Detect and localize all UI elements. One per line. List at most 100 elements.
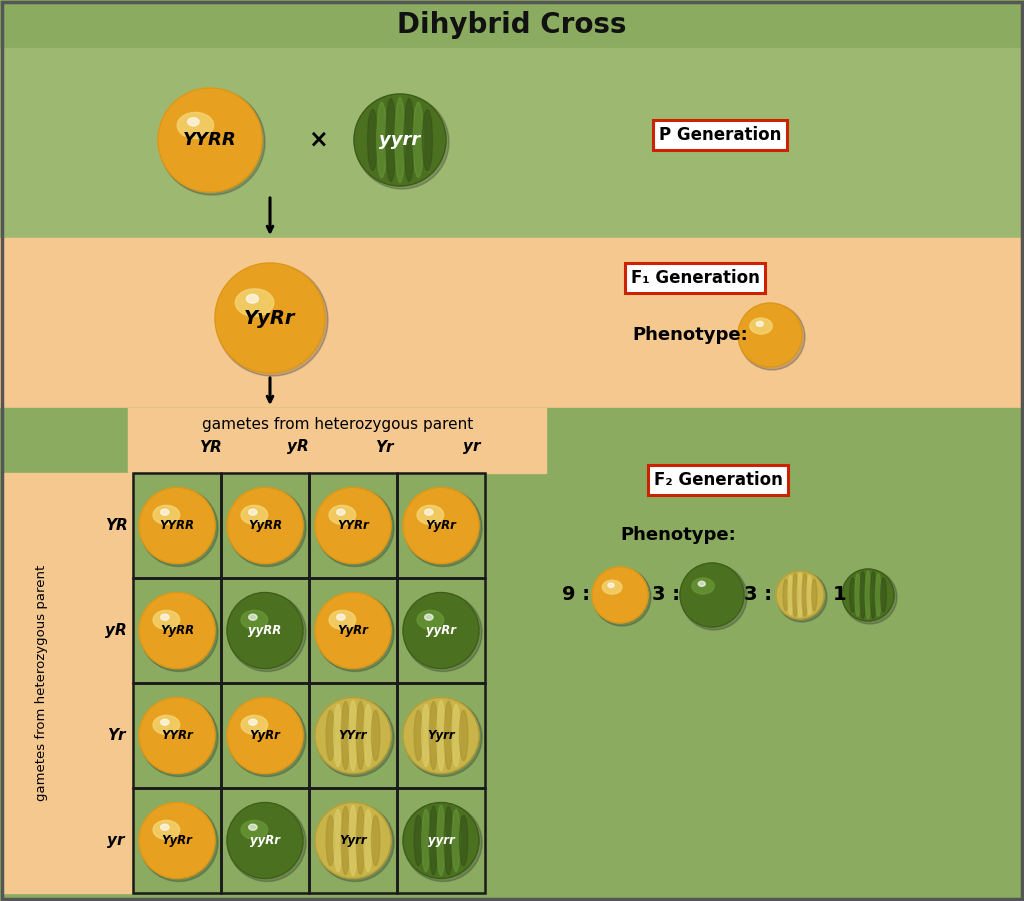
Ellipse shape — [777, 572, 827, 622]
Ellipse shape — [227, 487, 303, 563]
Text: P Generation: P Generation — [658, 126, 781, 144]
Ellipse shape — [329, 505, 355, 524]
Ellipse shape — [444, 806, 453, 875]
Ellipse shape — [228, 488, 306, 567]
Ellipse shape — [316, 594, 394, 671]
Text: Phenotype:: Phenotype: — [632, 326, 748, 344]
Ellipse shape — [429, 701, 437, 769]
Ellipse shape — [738, 303, 802, 367]
Bar — [397, 473, 485, 578]
Bar — [309, 578, 397, 683]
Ellipse shape — [139, 697, 215, 773]
Ellipse shape — [161, 719, 169, 725]
Ellipse shape — [249, 719, 257, 725]
Ellipse shape — [341, 701, 349, 769]
Ellipse shape — [855, 574, 860, 616]
Ellipse shape — [355, 95, 449, 189]
Bar — [309, 683, 397, 788]
Text: 3 :: 3 : — [744, 586, 772, 605]
Ellipse shape — [698, 581, 706, 587]
Bar — [221, 788, 309, 893]
Bar — [221, 683, 309, 788]
Text: 1: 1 — [833, 586, 847, 605]
Text: YyRR: YyRR — [160, 624, 195, 637]
Ellipse shape — [415, 815, 423, 866]
Ellipse shape — [140, 804, 218, 881]
Ellipse shape — [316, 488, 394, 567]
Ellipse shape — [850, 578, 855, 612]
Text: YYRr: YYRr — [161, 729, 193, 742]
Bar — [128, 408, 546, 473]
Text: yR: yR — [287, 440, 309, 454]
Bar — [0, 48, 1024, 238]
Ellipse shape — [372, 815, 380, 866]
Bar — [133, 473, 221, 578]
Bar — [133, 473, 221, 578]
Ellipse shape — [602, 580, 622, 594]
Bar — [0, 238, 1024, 408]
Ellipse shape — [395, 97, 406, 183]
Ellipse shape — [608, 583, 614, 587]
Ellipse shape — [354, 94, 446, 186]
Ellipse shape — [422, 110, 432, 170]
Text: F₂ Generation: F₂ Generation — [653, 471, 782, 489]
Ellipse shape — [215, 263, 325, 373]
Text: YYRR: YYRR — [160, 519, 195, 532]
Bar — [221, 788, 309, 893]
Text: YyRR: YyRR — [248, 519, 282, 532]
Ellipse shape — [337, 614, 345, 620]
Ellipse shape — [403, 803, 479, 878]
Text: 3 :: 3 : — [652, 586, 680, 605]
Ellipse shape — [425, 509, 433, 515]
Ellipse shape — [334, 809, 342, 871]
Bar — [133, 788, 221, 893]
Ellipse shape — [437, 700, 445, 770]
Ellipse shape — [140, 594, 218, 671]
Bar — [133, 578, 221, 683]
Ellipse shape — [337, 509, 345, 515]
Bar — [133, 578, 221, 683]
Ellipse shape — [364, 705, 373, 767]
Ellipse shape — [404, 98, 414, 181]
Text: yyRR: yyRR — [249, 624, 282, 637]
Ellipse shape — [876, 574, 882, 616]
Ellipse shape — [316, 804, 394, 881]
Bar — [397, 683, 485, 788]
Ellipse shape — [404, 488, 482, 567]
Ellipse shape — [404, 698, 482, 777]
Bar — [309, 578, 397, 683]
Text: YYRR: YYRR — [183, 131, 237, 149]
Ellipse shape — [216, 264, 328, 376]
Ellipse shape — [377, 103, 387, 177]
Bar — [0, 0, 1024, 48]
Ellipse shape — [757, 322, 763, 326]
Ellipse shape — [422, 809, 430, 871]
Ellipse shape — [404, 594, 482, 671]
Bar — [397, 788, 485, 893]
Ellipse shape — [153, 820, 179, 840]
Ellipse shape — [140, 698, 218, 777]
Text: yr: yr — [108, 833, 125, 848]
Ellipse shape — [460, 815, 468, 866]
Bar — [133, 683, 221, 788]
Text: YR: YR — [199, 440, 221, 454]
Ellipse shape — [422, 705, 430, 767]
Bar — [221, 578, 309, 683]
Ellipse shape — [807, 576, 812, 614]
Ellipse shape — [140, 488, 218, 567]
Ellipse shape — [316, 698, 394, 777]
Bar — [133, 788, 221, 893]
Ellipse shape — [153, 505, 179, 524]
Bar — [397, 683, 485, 788]
Ellipse shape — [228, 698, 306, 777]
Text: yR: yR — [105, 623, 127, 638]
Ellipse shape — [460, 710, 468, 760]
Ellipse shape — [249, 824, 257, 830]
Ellipse shape — [334, 705, 342, 767]
Ellipse shape — [139, 803, 215, 878]
Text: Yyrr: Yyrr — [427, 729, 455, 742]
Text: yyRr: yyRr — [426, 624, 456, 637]
Ellipse shape — [177, 113, 214, 139]
Ellipse shape — [681, 564, 746, 630]
Text: gametes from heterozygous parent: gametes from heterozygous parent — [36, 565, 48, 801]
